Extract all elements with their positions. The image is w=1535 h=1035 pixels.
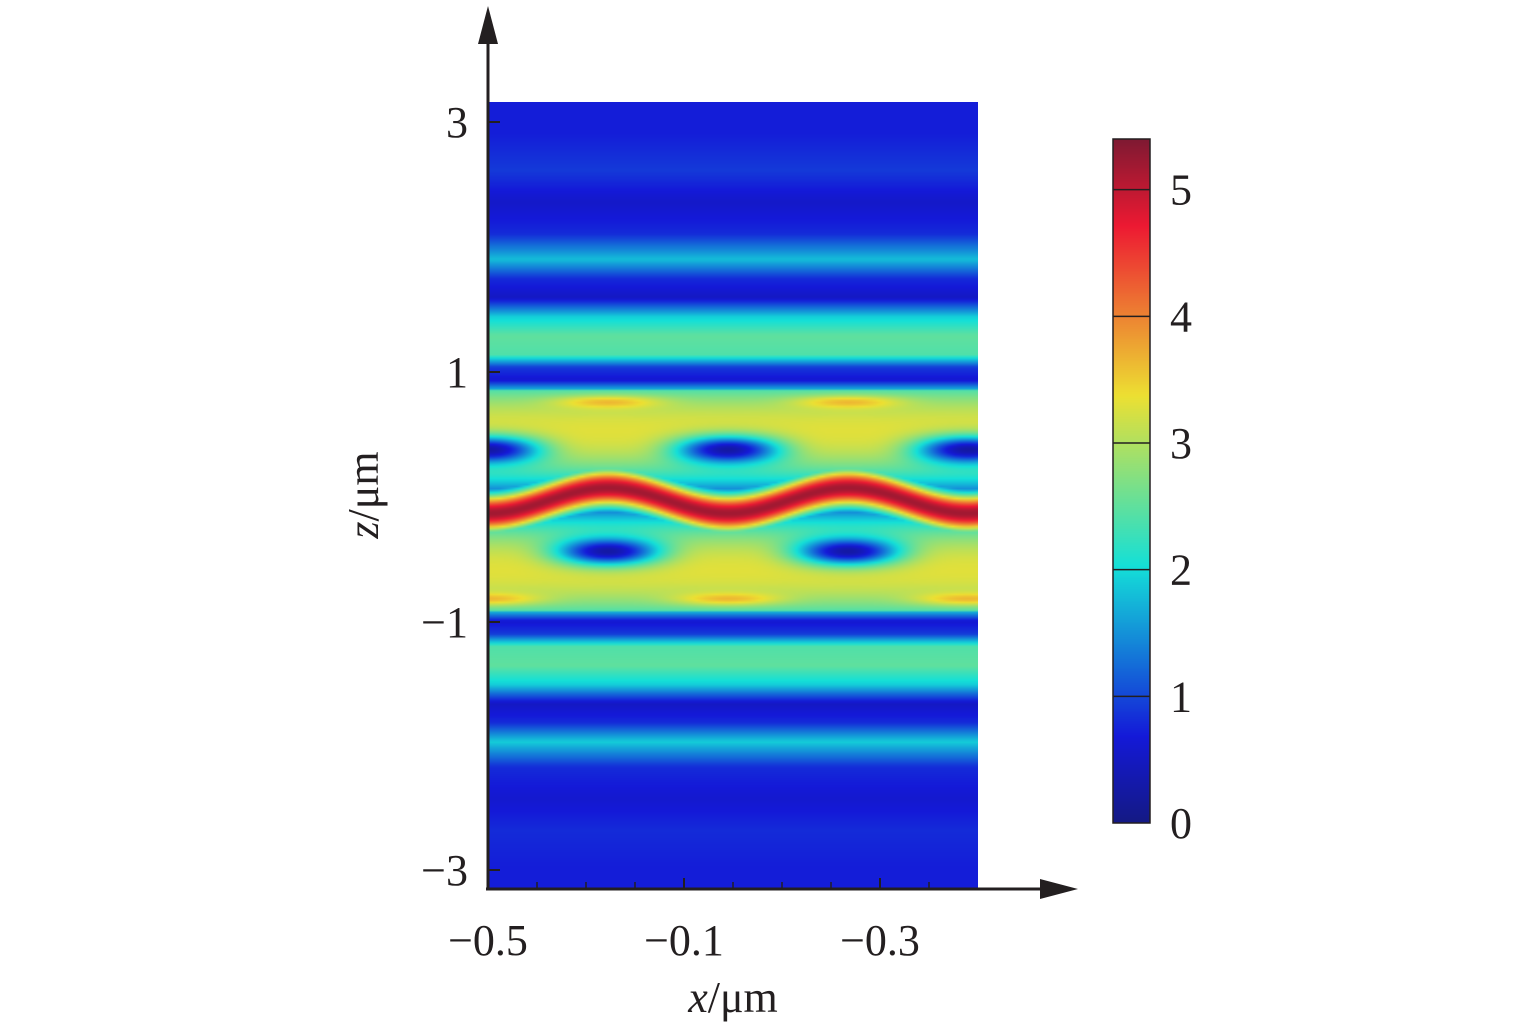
y-axis-title: z/μm (339, 451, 388, 539)
x-tick-label: −0.5 (448, 916, 528, 965)
heatmap-field (488, 102, 978, 889)
y-tick-label: −3 (421, 846, 468, 895)
colorbar-tick-label: 3 (1170, 419, 1192, 468)
colorbar-frame (1112, 138, 1151, 824)
axes: −0.5 −0.1 −0.3 3 1 −1 −3 (421, 6, 1078, 965)
y-axis-variable: z (339, 521, 388, 539)
x-ticks: −0.5 −0.1 −0.3 (448, 878, 930, 965)
colorbar-tick-label: 1 (1170, 672, 1192, 721)
x-axis-arrowhead (1040, 879, 1078, 899)
x-axis-variable: x (687, 973, 708, 1022)
heatmap-image (488, 102, 978, 889)
y-ticks: 3 1 −1 −3 (421, 98, 500, 895)
y-tick-label: −1 (421, 598, 468, 647)
y-tick-label: 3 (446, 98, 468, 147)
y-axis-arrowhead (478, 6, 498, 44)
x-axis-unit: /μm (708, 973, 778, 1022)
colorbar-ticks: 0 1 2 3 4 5 (1113, 166, 1192, 848)
x-tick-label: −0.3 (840, 916, 920, 965)
y-tick-label: 1 (446, 348, 468, 397)
colorbar-tick-label: 2 (1170, 546, 1192, 595)
colorbar-tick-label: 0 (1170, 799, 1192, 848)
colorbar-gradient (1113, 139, 1150, 823)
y-axis-unit: /μm (339, 451, 388, 521)
colorbar-tick-label: 5 (1170, 166, 1192, 215)
x-tick-label: −0.1 (644, 916, 724, 965)
x-axis-title: x/μm (687, 973, 778, 1022)
colorbar: 0 1 2 3 4 5 (1112, 138, 1192, 848)
colorbar-tick-label: 4 (1170, 292, 1192, 341)
